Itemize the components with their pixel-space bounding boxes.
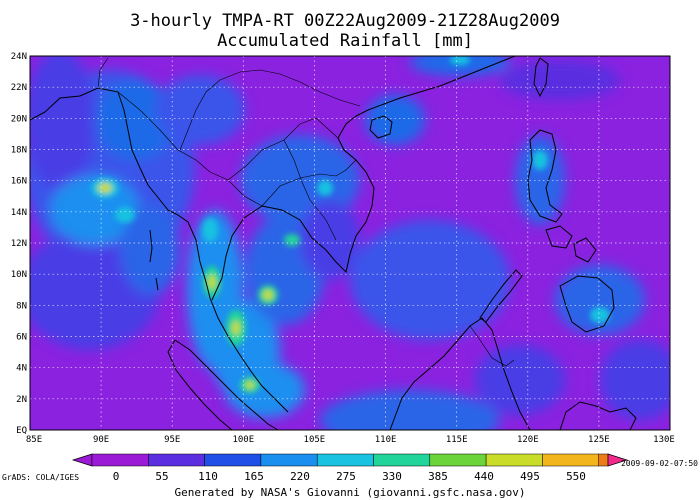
colorbar-segment: [148, 453, 205, 467]
map-title-line2: Accumulated Rainfall [mm]: [217, 31, 473, 51]
colorbar-label: 440: [474, 470, 494, 483]
lon-tick-label: 120E: [517, 435, 539, 445]
coastline-andaman: [149, 229, 159, 291]
colorbar-label: 220: [290, 470, 310, 483]
lon-tick-label: 130E: [653, 435, 675, 445]
colorbar-segment: [91, 453, 149, 467]
colorbar-left-arrow: [71, 453, 93, 467]
coastline-hainan: [369, 115, 393, 139]
lat-tick-label: 10N: [11, 270, 27, 280]
colorbar-label: 275: [336, 470, 356, 483]
colorbar-label: 550: [566, 470, 586, 483]
coastline-indochina: [211, 109, 375, 301]
coastline-luzon: [527, 129, 563, 223]
lon-tick-label: 95E: [164, 435, 180, 445]
lat-tick-label: 6N: [16, 333, 27, 343]
colorbar-segment: [260, 453, 318, 467]
lon-tick-label: 90E: [93, 435, 109, 445]
lat-tick-label: 18N: [11, 146, 27, 156]
colorbar-segment: [542, 453, 599, 467]
lat-tick-label: 22N: [11, 83, 27, 93]
map-grid: [30, 56, 670, 430]
coastline-taiwan: [533, 57, 549, 98]
lat-tick-label: 20N: [11, 114, 27, 124]
colorbar-labels: 0 55 110 165 220 275 330 385 440 495 550: [113, 470, 586, 483]
grads-credit: GrADS: COLA/IGES: [2, 473, 79, 482]
colorbar-label: 110: [198, 470, 218, 483]
colorbar-label: 165: [244, 470, 264, 483]
colorbar-segment: [598, 453, 609, 467]
lon-tick-label: 125E: [588, 435, 610, 445]
lon-tick-label: 110E: [375, 435, 397, 445]
lat-tick-label: 8N: [16, 301, 27, 311]
giovanni-credit: Generated by NASA's Giovanni (giovanni.g…: [175, 486, 526, 499]
borders: [97, 57, 515, 367]
colorbar-segment: [429, 453, 487, 467]
colorbar-label: 55: [155, 470, 168, 483]
lon-tick-label: 100E: [232, 435, 254, 445]
colorbar-label: 385: [428, 470, 448, 483]
colorbar-label: 330: [382, 470, 402, 483]
colorbar-segment: [204, 453, 262, 467]
lat-tick-label: 4N: [16, 364, 27, 374]
map-title-line1: 3-hourly TMPA-RT 00Z22Aug2009-21Z28Aug20…: [130, 11, 560, 31]
rainfall-field: [30, 56, 670, 430]
lon-axis: 85E 90E 95E 100E 105E 110E 115E 120E 125…: [26, 435, 675, 445]
coastline-palawan: [479, 269, 523, 323]
lat-tick-label: 16N: [11, 177, 27, 187]
colorbar-segment: [373, 453, 431, 467]
lon-tick-label: 115E: [446, 435, 468, 445]
timestamp: 2009-09-02-07:50: [621, 459, 698, 468]
colorbar-segment: [316, 453, 374, 467]
rainfall-blobs: [30, 56, 670, 430]
lat-tick-label: 14N: [11, 208, 27, 218]
colorbar-right-arrow: [607, 453, 629, 467]
lat-tick-label: 12N: [11, 239, 27, 249]
lon-tick-label: 105E: [304, 435, 326, 445]
lat-axis: 24N 22N 20N 18N 16N 14N 12N 10N 8N 6N 4N…: [11, 52, 27, 436]
colorbar: [71, 453, 629, 467]
map-frame: [29, 55, 671, 431]
lat-tick-label: EQ: [16, 426, 27, 436]
colorbar-label: 495: [520, 470, 540, 483]
coastline-sulawesi: [559, 401, 637, 430]
lat-tick-label: 2N: [16, 395, 27, 405]
coastline-visayas: [545, 225, 597, 263]
coastline-mindanao: [559, 275, 615, 333]
lat-tick-label: 24N: [11, 52, 27, 62]
lon-tick-label: 85E: [26, 435, 42, 445]
coastline-sumatra: [167, 339, 279, 430]
colorbar-segment: [485, 453, 543, 467]
colorbar-label: 0: [113, 470, 120, 483]
coastline-south-china: [367, 56, 516, 111]
